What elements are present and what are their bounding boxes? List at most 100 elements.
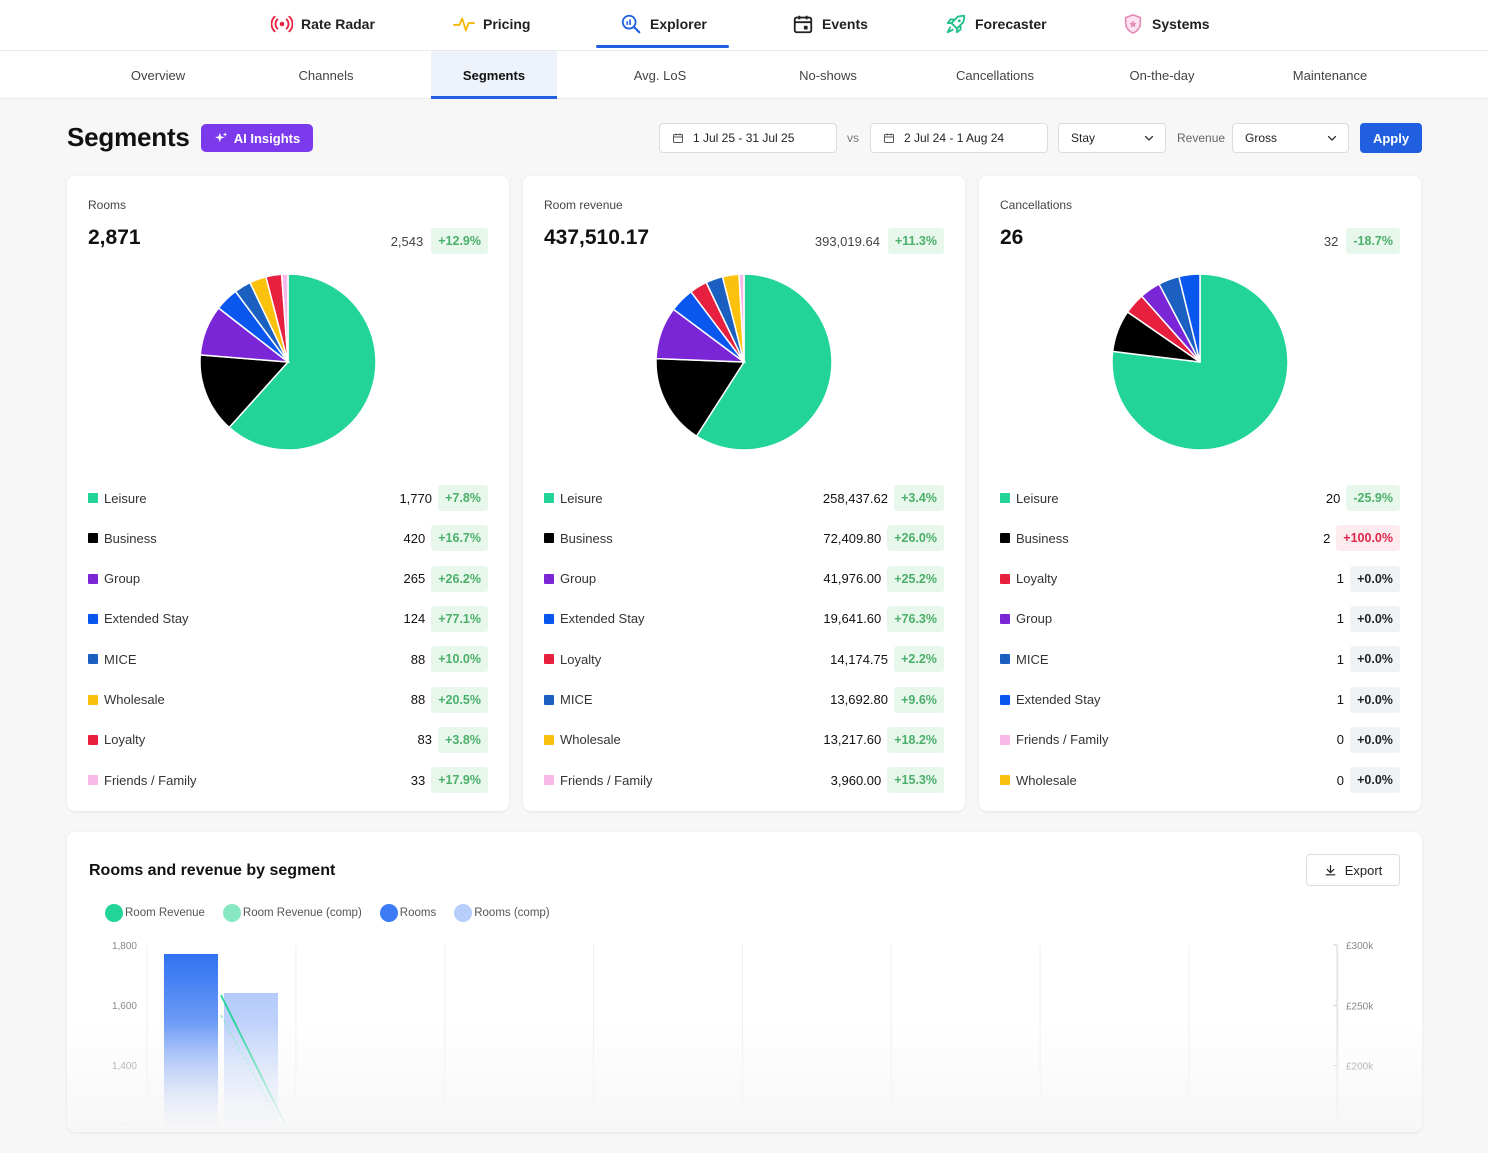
segment-change-badge: +3.8% [438,726,488,753]
tab-channels[interactable]: Channels [263,51,389,99]
comp-value: 32 [1323,233,1339,249]
legend-dot [379,904,398,922]
tab-no-shows[interactable]: No-shows [765,51,891,99]
radar-icon [271,15,293,33]
legend-room-revenue-comp[interactable]: Room Revenue (comp) [222,904,362,922]
legend-room-revenue[interactable]: Room Revenue [105,904,205,922]
segment-change-badge: +0.0% [1350,565,1400,592]
pie-slice-extended-stay[interactable] [1178,273,1201,363]
legend-rooms[interactable]: Rooms [379,904,436,922]
segment-change-badge: +0.0% [1350,646,1400,673]
chart-legend: Room Revenue Room Revenue (comp) Rooms R… [105,904,550,922]
calendar-icon [793,15,813,34]
download-icon [1325,864,1336,875]
tab-overview[interactable]: Overview [95,51,221,99]
export-label: Export [1344,862,1383,878]
tab-label: On-the-day [1129,67,1195,83]
tab-maintenance[interactable]: Maintenance [1267,51,1393,99]
segment-swatch [1000,533,1010,544]
tab-label: Avg. LoS [633,67,687,83]
segment-name: Loyalty [104,732,146,748]
segment-swatch [1000,734,1010,745]
tab-label: Segments [462,67,526,83]
segment-row-business: Business 72,409.80 +26.0% [544,525,944,552]
segment-value: 124 [403,611,426,627]
date-range-picker[interactable]: 1 Jul 25 - 31 Jul 25 [659,123,837,153]
top-nav-pricing[interactable]: Pricing [453,0,530,48]
segment-name: Business [1016,530,1069,546]
segment-change-badge: +0.0% [1350,686,1400,713]
card-comparison: 393,019.64 +11.3% [815,228,944,254]
segment-swatch [88,734,98,745]
segment-value: 1,770 [399,490,432,506]
segment-name: MICE [104,651,137,667]
segment-swatch [1000,493,1010,503]
segment-name: Business [560,530,613,546]
segment-value: 0 [1336,732,1344,748]
segment-row-mice: MICE 13,692.80 +9.6% [544,686,944,713]
segment-change-badge: +0.0% [1350,767,1400,794]
segment-name: Friends / Family [104,772,197,788]
tab-label: Overview [130,67,186,83]
tab-cancellations[interactable]: Cancellations [932,51,1058,99]
tab-avg-los[interactable]: Avg. LoS [597,51,723,99]
ai-insights-button[interactable]: AI Insights [201,124,313,152]
bar-rooms-leisure[interactable] [164,954,218,1132]
apply-button[interactable]: Apply [1360,123,1422,153]
tab-segments[interactable]: Segments [431,51,557,99]
top-nav-rate-radar[interactable]: Rate Radar [271,0,375,48]
legend-rooms-comp[interactable]: Rooms (comp) [454,904,550,922]
segment-value: 88 [410,651,426,667]
segment-pie-chart [199,273,377,451]
chart-title: Rooms and revenue by segment [89,862,336,879]
legend-dot [105,904,123,922]
segment-change-badge: +15.3% [887,767,944,794]
segment-value: 0 [1336,772,1344,788]
segment-row-loyalty: Loyalty 83 +3.8% [88,726,488,753]
revenue-select[interactable]: Gross [1232,123,1349,153]
segment-name: Friends / Family [1016,732,1109,748]
segment-swatch [88,533,98,544]
pulse-icon [453,17,475,32]
segment-swatch [544,654,554,665]
segment-swatch [544,613,554,624]
segment-swatch [544,493,554,503]
pie-slice-leisure[interactable] [228,273,377,451]
segment-swatch [544,734,554,745]
top-nav-label: Events [822,16,868,32]
segment-name: Extended Stay [560,611,645,627]
top-nav-explorer[interactable]: Explorer [596,0,729,48]
pie-slice-business[interactable] [199,354,290,429]
compare-range-picker[interactable]: 2 Jul 24 - 1 Aug 24 [870,123,1048,153]
segment-value: 41,976.00 [823,571,882,587]
segment-swatch [1000,654,1010,665]
change-badge: +12.9% [431,228,488,254]
segment-change-badge: +10.0% [431,646,488,673]
comp-value: 393,019.64 [814,233,880,249]
top-nav-forecaster[interactable]: Forecaster [945,0,1047,48]
y-tick-label: 1,600 [112,1001,137,1012]
chevron-down-icon [1144,135,1154,141]
cancellations-card: Cancellations 26 32 -18.7% Leisure 20 -25.9% Bu… [979,176,1421,811]
export-button[interactable]: Export [1306,854,1400,886]
segment-value: 1 [1336,651,1344,667]
segment-value: 265 [403,571,426,587]
stay-select[interactable]: Stay [1058,123,1166,153]
segment-name: Wholesale [560,732,621,748]
segment-swatch [88,654,98,665]
segment-row-wholesale: Wholesale 13,217.60 +18.2% [544,726,944,753]
segment-change-badge: +3.4% [894,485,944,511]
y2-tick-label: £200k [1346,1062,1374,1073]
calendar-icon [673,133,683,143]
bar-rooms-comp-leisure[interactable] [224,993,278,1132]
tab-on-the-day[interactable]: On-the-day [1099,51,1225,99]
pie-slice-friends-family[interactable] [280,273,289,363]
pie-slice-business[interactable] [655,357,746,438]
segment-name: Group [560,571,597,587]
pie-slice-friends-family[interactable] [738,273,745,363]
top-nav-systems[interactable]: Systems [1122,0,1210,48]
rooms-revenue-chart-card: Rooms and revenue by segment Export Room… [67,832,1422,1132]
rocket-icon [946,14,966,34]
pie-slice-leisure[interactable] [695,273,833,451]
top-nav-events[interactable]: Events [792,0,868,48]
